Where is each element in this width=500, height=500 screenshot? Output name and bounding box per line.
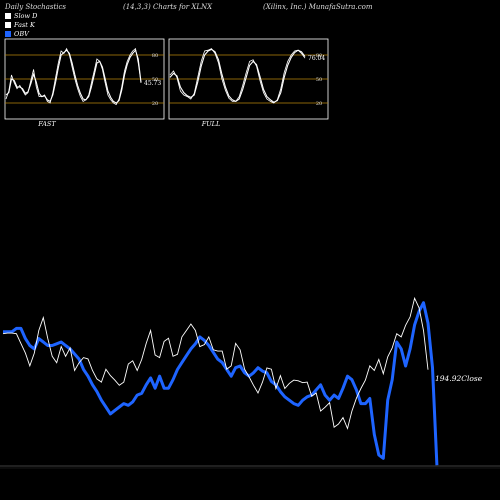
full-slow-d-line — [169, 48, 306, 103]
legend-item-obv: OBV — [5, 30, 29, 38]
obv-line — [3, 301, 439, 466]
fast-tick-label: 80 — [152, 53, 158, 59]
full-tick-label: 20 — [316, 101, 322, 107]
fast-panel-title: FAST — [37, 120, 56, 128]
fast-tick-label: 50 — [152, 77, 158, 83]
legend-item-fast-k: Fast K — [5, 21, 35, 29]
full-tick-label: 50 — [316, 77, 322, 83]
white-square-icon — [5, 22, 11, 28]
chart-header-middle: (14,3,3) Charts for XLNX — [123, 3, 213, 11]
legend-label: Slow D — [14, 12, 38, 20]
white-square-icon — [5, 13, 11, 19]
legend-label: OBV — [14, 30, 29, 38]
fast-tick-label: 20 — [152, 101, 158, 107]
legend-label: Fast K — [14, 21, 35, 29]
chart-header-right: (Xilinx, Inc.) MunafaSutra.com — [263, 3, 373, 11]
full-value-label: 76.04 — [308, 55, 325, 62]
fast-fast-k-line — [5, 47, 142, 106]
close-price-line — [2, 296, 429, 430]
blue-square-icon — [5, 31, 11, 37]
chart-header-left: Daily Stochastics — [5, 3, 67, 11]
full-panel-title: FULL — [201, 120, 221, 128]
fast-slow-d-line — [5, 49, 142, 104]
full-tick-label: 80 — [316, 53, 322, 59]
legend-item-slow-d: Slow D — [5, 12, 37, 20]
fast-value-label: 45.73 — [144, 80, 161, 87]
close-value-label: 194.92Close — [435, 374, 483, 383]
